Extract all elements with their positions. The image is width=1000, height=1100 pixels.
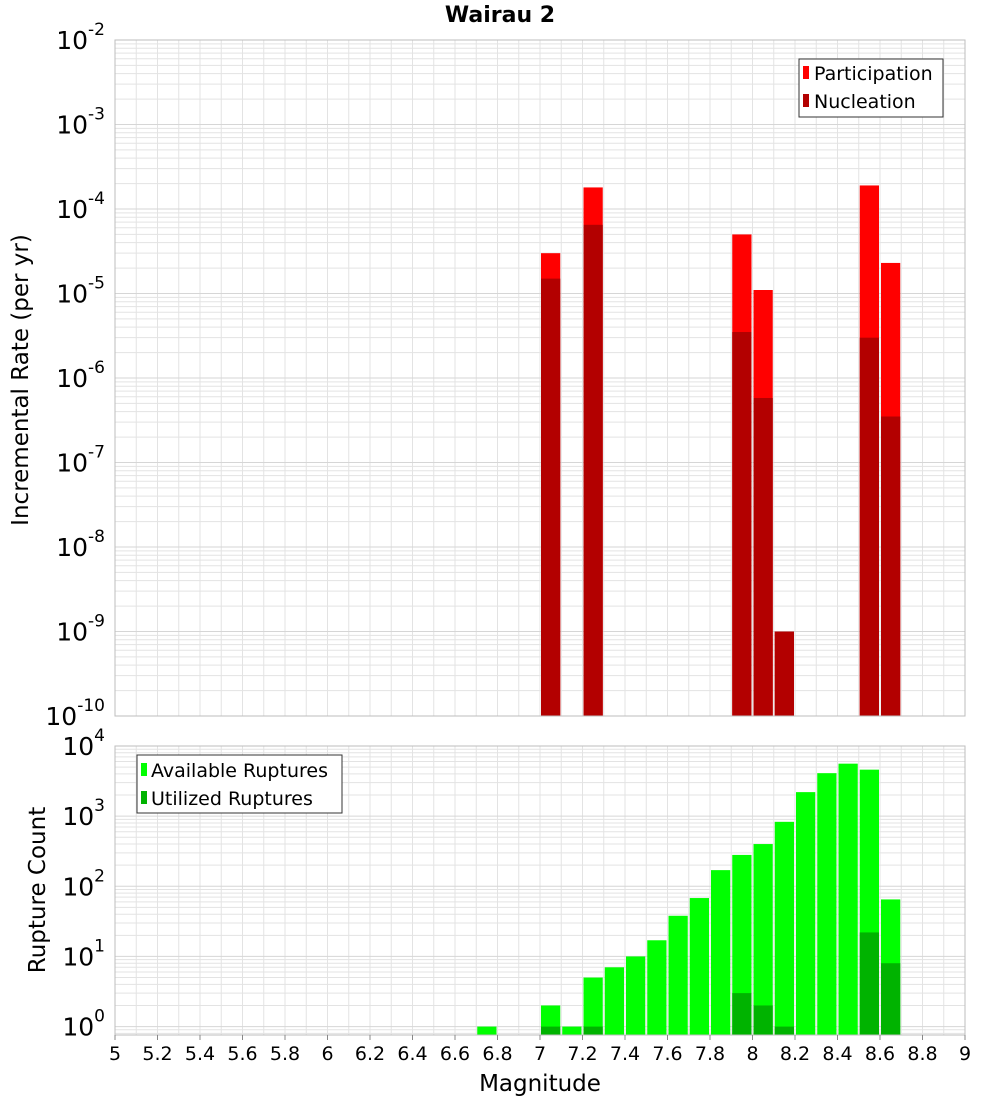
x-tick-label: 5 <box>109 1043 121 1065</box>
available-bar <box>732 854 752 1035</box>
x-tick-label: 6.2 <box>355 1043 385 1065</box>
x-tick-label: 8 <box>746 1043 758 1065</box>
available-bar <box>711 870 731 1035</box>
x-tick-label: 7 <box>534 1043 546 1065</box>
x-tick-label: 6 <box>321 1043 333 1065</box>
chart-title: Wairau 2 <box>445 3 555 28</box>
x-tick-label: 8.4 <box>822 1043 852 1065</box>
nucleation-bar <box>541 278 561 716</box>
rate-y-tick-label: 10-4 <box>56 189 105 224</box>
available-bar <box>604 967 624 1035</box>
utilized-swatch <box>141 791 147 804</box>
participation-swatch <box>803 66 809 79</box>
nucleation-bar <box>732 332 752 716</box>
utilized-bar <box>732 993 752 1035</box>
rate-grid <box>114 40 966 717</box>
x-tick-label: 6.6 <box>440 1043 470 1065</box>
rate-y-tick-label: 10-6 <box>56 358 105 393</box>
available-bar <box>689 898 709 1035</box>
rate-bars <box>541 185 901 717</box>
rate-y-tick-label: 10-9 <box>56 612 105 647</box>
rate-legend-box <box>798 58 944 118</box>
x-tick-label: 5.4 <box>185 1043 215 1065</box>
x-tick-label: 7.4 <box>610 1043 640 1065</box>
utilized-bar <box>859 932 879 1035</box>
nucleation-legend-label: Nucleation <box>814 91 916 113</box>
available-bar <box>647 940 667 1035</box>
count-y-tick-label: 104 <box>62 726 105 761</box>
rate-y-tick-label: 10-10 <box>45 696 105 731</box>
available-bar <box>562 1026 582 1035</box>
available-bar <box>817 773 837 1035</box>
x-tick-label: 8.6 <box>865 1043 895 1065</box>
count-y-tick-label: 102 <box>62 866 105 901</box>
nucleation-bar <box>859 337 879 716</box>
count-legend: Available Ruptures Utilized Ruptures <box>136 754 343 814</box>
rate-y-tick-labels: 10-10 10-9 10-8 10-7 10-6 10-5 10-4 10-3 10-2 <box>45 20 105 731</box>
nucleation-bar <box>583 224 603 716</box>
count-bars <box>477 763 901 1035</box>
count-y-tick-labels: 100 101 102 103 104 <box>62 726 105 1042</box>
rate-plot-panel: 10-10 10-9 10-8 10-7 10-6 10-5 10-4 10-3 10-2 In… <box>8 20 966 731</box>
available-bar <box>838 763 858 1035</box>
rate-plot-frame <box>114 39 966 717</box>
available-bar <box>774 821 794 1035</box>
available-bar <box>583 977 603 1035</box>
x-tick-label: 9 <box>959 1043 971 1065</box>
x-tick-label: 5.6 <box>227 1043 257 1065</box>
utilized-legend-label: Utilized Ruptures <box>151 788 313 810</box>
available-bar <box>626 956 646 1035</box>
x-tick-label: 5.2 <box>142 1043 172 1065</box>
rate-y-tick-label: 10-2 <box>56 20 105 55</box>
count-legend-box <box>136 754 343 814</box>
available-swatch <box>141 763 147 776</box>
nucleation-bar <box>774 631 794 716</box>
utilized-bar <box>753 1005 773 1035</box>
available-bar <box>477 1026 497 1035</box>
available-bar <box>668 915 688 1035</box>
count-y-axis-title: Rupture Count <box>25 807 51 973</box>
x-tick-label: 7.6 <box>652 1043 682 1065</box>
x-tick-label: 5.8 <box>270 1043 300 1065</box>
x-tick-label: 7.8 <box>695 1043 725 1065</box>
rate-y-tick-label: 10-8 <box>56 527 105 562</box>
utilized-bar <box>583 1026 603 1035</box>
count-y-tick-label: 101 <box>62 936 105 971</box>
rate-legend: Participation Nucleation <box>798 58 944 118</box>
nucleation-bar <box>753 397 773 716</box>
participation-legend-label: Participation <box>814 63 933 85</box>
utilized-bar <box>774 1026 794 1035</box>
rate-y-tick-label: 10-7 <box>56 443 105 478</box>
x-tick-label: 7.2 <box>567 1043 597 1065</box>
count-y-tick-label: 103 <box>62 796 105 831</box>
x-tick-label: 6.4 <box>397 1043 427 1065</box>
utilized-bar <box>881 963 901 1035</box>
utilized-bar <box>541 1026 561 1035</box>
nucleation-swatch <box>803 94 809 107</box>
x-tick-label: 8.8 <box>907 1043 937 1065</box>
rate-y-tick-label: 10-3 <box>56 105 105 140</box>
available-bar <box>796 792 816 1035</box>
x-tick-label: 6.8 <box>482 1043 512 1065</box>
available-bar <box>753 844 773 1035</box>
count-plot-panel: 100 101 102 103 104 5 5.2 5.4 5.6 5.8 6 6.2 6.4 6.6 6… <box>25 726 971 1097</box>
nucleation-bar <box>881 416 901 716</box>
magnitude-x-axis-title: Magnitude <box>479 1071 601 1097</box>
rate-y-tick-label: 10-5 <box>56 274 105 309</box>
magnitude-x-tick-labels: 5 5.2 5.4 5.6 5.8 6 6.2 6.4 6.6 6.8 7 7.2 7.4 7.6 7.8 8… <box>109 1035 971 1065</box>
available-legend-label: Available Ruptures <box>151 760 328 782</box>
x-tick-label: 8.2 <box>780 1043 810 1065</box>
count-y-tick-label: 100 <box>62 1007 105 1042</box>
rate-y-axis-title: Incremental Rate (per yr) <box>8 234 34 526</box>
